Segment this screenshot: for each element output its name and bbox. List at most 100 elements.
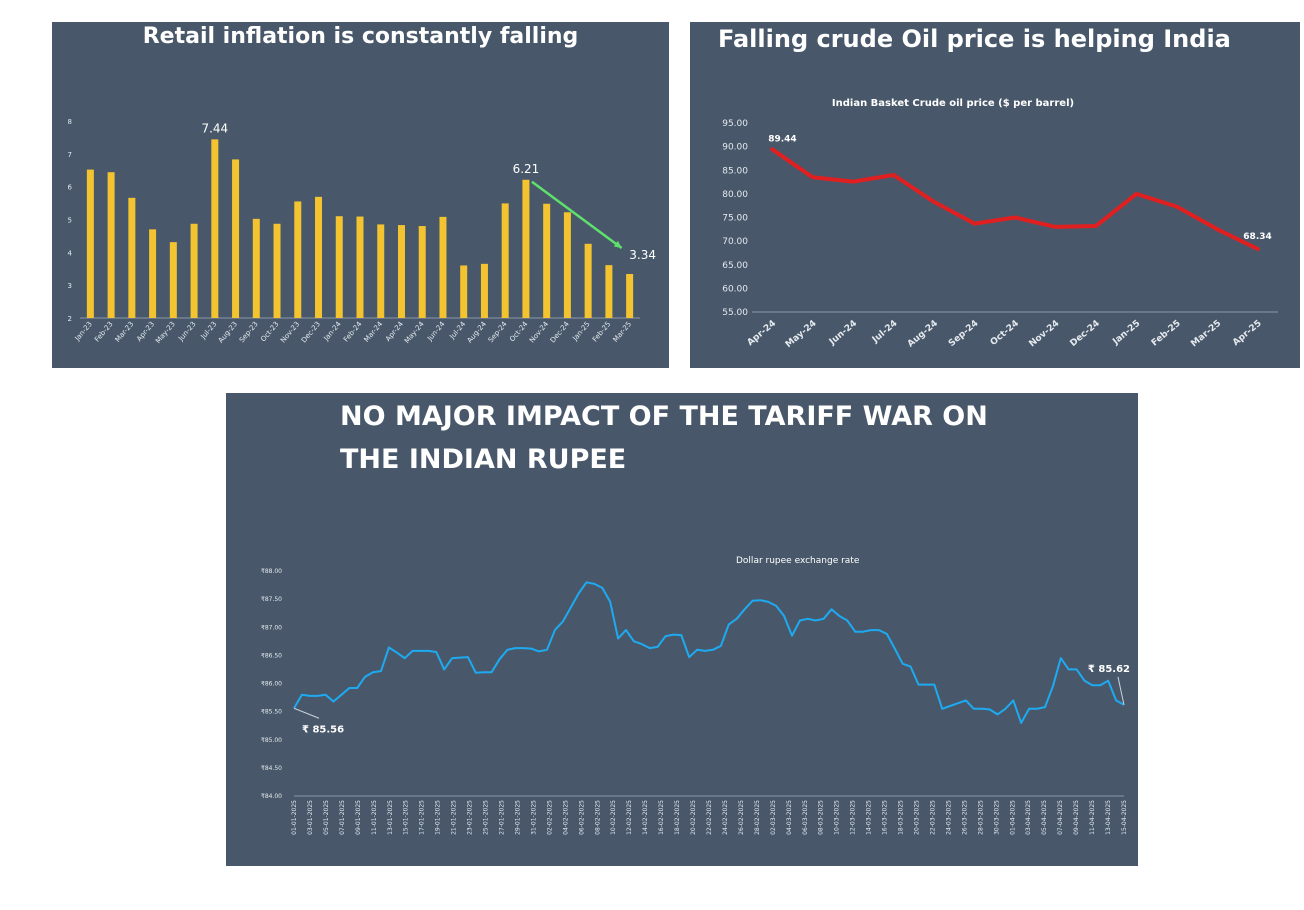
bar-Mar-25 [626, 274, 634, 318]
data-point [812, 176, 814, 178]
series-line [293, 581, 1125, 724]
x-tick-label: 28-02-2025 [754, 800, 761, 835]
x-tick-label: 13-01-2025 [387, 800, 394, 835]
bar-Apr-24 [397, 225, 405, 318]
y-tick-label: 95.00 [722, 119, 748, 129]
y-tick-label: 4 [68, 249, 73, 257]
data-label: 7.44 [201, 121, 228, 135]
x-tick-label: May-24 [403, 320, 426, 345]
x-tick-label: Jan-23 [73, 320, 94, 343]
bar-Jul-23 [211, 139, 219, 318]
y-tick-label: ₹87.50 [261, 596, 282, 603]
bar-Sep-23 [252, 218, 260, 318]
x-tick-label: 01-01-2025 [291, 800, 298, 835]
x-tick-label: 24-02-2025 [722, 800, 729, 835]
x-tick-label: 08-02-2025 [594, 800, 601, 835]
y-tick-label: 90.00 [722, 143, 748, 153]
start-value-label: ₹ 85.56 [302, 724, 344, 735]
series-line [770, 147, 1260, 251]
x-tick-label: Feb-23 [93, 320, 114, 343]
x-tick-label: 15-04-2025 [1121, 800, 1128, 835]
x-tick-label: 20-02-2025 [690, 800, 697, 835]
data-label: 89.44 [768, 134, 796, 144]
x-tick-label: Nov-23 [279, 320, 301, 344]
x-tick-label: Mar-25 [1189, 319, 1223, 350]
x-tick-label: 02-02-2025 [546, 800, 553, 835]
x-tick-label: Jun-24 [827, 319, 859, 348]
start-label-leader [293, 707, 320, 719]
x-tick-label: 24-03-2025 [945, 800, 952, 835]
x-tick-label: May-23 [154, 320, 177, 345]
x-tick-label: 14-02-2025 [642, 800, 649, 835]
x-tick-label: 03-01-2025 [307, 800, 314, 835]
data-point [852, 181, 854, 183]
x-tick-label: Nov-24 [528, 320, 550, 345]
data-point [893, 174, 895, 176]
bar-Jan-25 [584, 243, 592, 318]
bar-Dec-23 [315, 196, 323, 318]
x-tick-label: 26-02-2025 [738, 800, 745, 835]
x-tick-label: 14-03-2025 [866, 800, 873, 835]
x-tick-label: 31-01-2025 [530, 800, 537, 835]
rupee-chart: ₹84.00 ₹84.50 ₹85.00 ₹85.50 ₹86.00 ₹86.50 ₹87.… [261, 568, 1130, 835]
x-tick-label: 06-02-2025 [578, 800, 585, 835]
end-value-label: ₹ 85.62 [1088, 664, 1130, 675]
x-tick-label: 28-03-2025 [977, 800, 984, 835]
x-tick-label: Apr-25 [1231, 319, 1264, 349]
x-tick-label: Oct-24 [989, 319, 1021, 348]
x-tick-label: Jan-24 [322, 320, 343, 343]
y-tick-label: 65.00 [722, 261, 748, 271]
x-tick-label: 06-03-2025 [802, 800, 809, 835]
data-label: 6.21 [513, 162, 540, 176]
x-tick-label: Nov-24 [1028, 319, 1062, 350]
x-tick-label: May-24 [784, 319, 819, 350]
x-tick-label: Jul-23 [199, 320, 219, 341]
x-tick-label: 26-03-2025 [961, 800, 968, 835]
x-tick-label: 04-03-2025 [786, 800, 793, 835]
x-tick-label: Mar-25 [611, 320, 633, 344]
x-tick-label: 11-04-2025 [1089, 800, 1096, 835]
rupee-title-line-2: THE INDIAN RUPEE [340, 444, 627, 475]
oil-chart-subtitle: Indian Basket Crude oil price ($ per bar… [831, 98, 1075, 109]
x-tick-label: 19-01-2025 [435, 800, 442, 835]
y-tick-label: 5 [68, 217, 72, 225]
x-tick-label: Oct-24 [508, 320, 530, 344]
rupee-chart-panel: ₹84.00 ₹84.50 ₹85.00 ₹85.50 ₹86.00 ₹86.50 ₹87.… [226, 393, 1138, 866]
x-tick-label: 29-01-2025 [514, 800, 521, 835]
y-tick-label: ₹87.00 [261, 624, 282, 631]
data-label: 68.34 [1243, 232, 1271, 242]
x-tick-label: Jul-24 [448, 320, 468, 342]
x-tick-label: 15-01-2025 [403, 800, 410, 835]
x-tick-label: 02-03-2025 [770, 800, 777, 835]
inflation-chart-panel: 2 3 4 5 6 7 8 Jan-23 Feb-23 Mar-23 Apr-23 May-23 Jun… [52, 22, 669, 368]
x-tick-label: Dec-24 [549, 320, 572, 345]
bar-Nov-23 [294, 201, 302, 318]
x-tick-label: 11-01-2025 [371, 800, 378, 835]
x-tick-label: Jun-24 [425, 320, 447, 343]
x-tick-label: 13-04-2025 [1105, 800, 1112, 835]
rupee-chart-title: NO MAJOR IMPACT OF THE TARIFF WAR ON THE… [340, 395, 988, 481]
y-tick-label: ₹84.00 [261, 793, 282, 800]
x-tick-label: 21-01-2025 [451, 800, 458, 835]
data-point [1135, 193, 1137, 195]
x-tick-label: 18-02-2025 [674, 800, 681, 835]
x-tick-label: 07-01-2025 [339, 800, 346, 835]
x-tick-label: Oct-23 [259, 320, 280, 343]
y-tick-label: 70.00 [722, 237, 748, 247]
y-tick-label: 55.00 [722, 308, 748, 318]
bar-Mar-23 [128, 197, 136, 318]
x-tick-label: Feb-24 [342, 320, 364, 344]
data-point [1257, 248, 1259, 250]
x-tick-label: Aug-23 [217, 320, 239, 344]
bar-Mar-24 [377, 224, 385, 318]
x-tick-label: Jan-25 [1111, 319, 1143, 348]
bar-Jan-24 [335, 216, 343, 318]
data-point [771, 148, 773, 150]
y-tick-label: 75.00 [722, 214, 748, 224]
x-tick-label: 01-04-2025 [1009, 800, 1016, 835]
inflation-chart-title: Retail inflation is constantly falling [142, 24, 579, 49]
x-tick-label: Dec-24 [1068, 319, 1101, 349]
data-point [933, 201, 935, 203]
x-tick-label: Mar-23 [114, 320, 136, 344]
